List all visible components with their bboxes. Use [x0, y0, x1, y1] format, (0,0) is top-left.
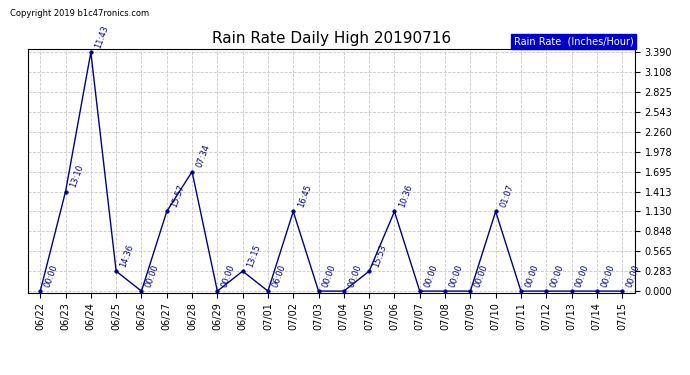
- Text: 00:00: 00:00: [346, 263, 363, 288]
- Text: Rain Rate  (Inches/Hour): Rain Rate (Inches/Hour): [514, 36, 633, 46]
- Text: 15:53: 15:53: [372, 243, 388, 268]
- Text: 00:00: 00:00: [625, 263, 642, 288]
- Title: Rain Rate Daily High 20190716: Rain Rate Daily High 20190716: [212, 31, 451, 46]
- Text: 00:00: 00:00: [43, 263, 59, 288]
- Text: 00:00: 00:00: [600, 263, 616, 288]
- Text: 16:45: 16:45: [296, 183, 313, 209]
- Text: 11:43: 11:43: [94, 24, 110, 50]
- Text: 14:36: 14:36: [119, 243, 136, 268]
- Text: 01:07: 01:07: [498, 183, 515, 209]
- Text: 00:00: 00:00: [574, 263, 591, 288]
- Text: 13:10: 13:10: [68, 163, 85, 189]
- Text: 00:00: 00:00: [322, 263, 338, 288]
- Text: 10:36: 10:36: [397, 183, 414, 209]
- Text: 00:00: 00:00: [220, 263, 237, 288]
- Text: 07:34: 07:34: [195, 143, 212, 169]
- Text: 00:00: 00:00: [422, 263, 439, 288]
- Text: 00:00: 00:00: [144, 263, 161, 288]
- Text: 13:15: 13:15: [246, 243, 262, 268]
- Text: 06:00: 06:00: [270, 263, 287, 288]
- Text: 00:00: 00:00: [524, 263, 540, 288]
- Text: 00:00: 00:00: [549, 263, 566, 288]
- Text: 15:57: 15:57: [170, 183, 186, 209]
- Text: 00:00: 00:00: [448, 263, 464, 288]
- Text: Copyright 2019 b1c47ronics.com: Copyright 2019 b1c47ronics.com: [10, 9, 150, 18]
- Text: 00:00: 00:00: [473, 263, 490, 288]
